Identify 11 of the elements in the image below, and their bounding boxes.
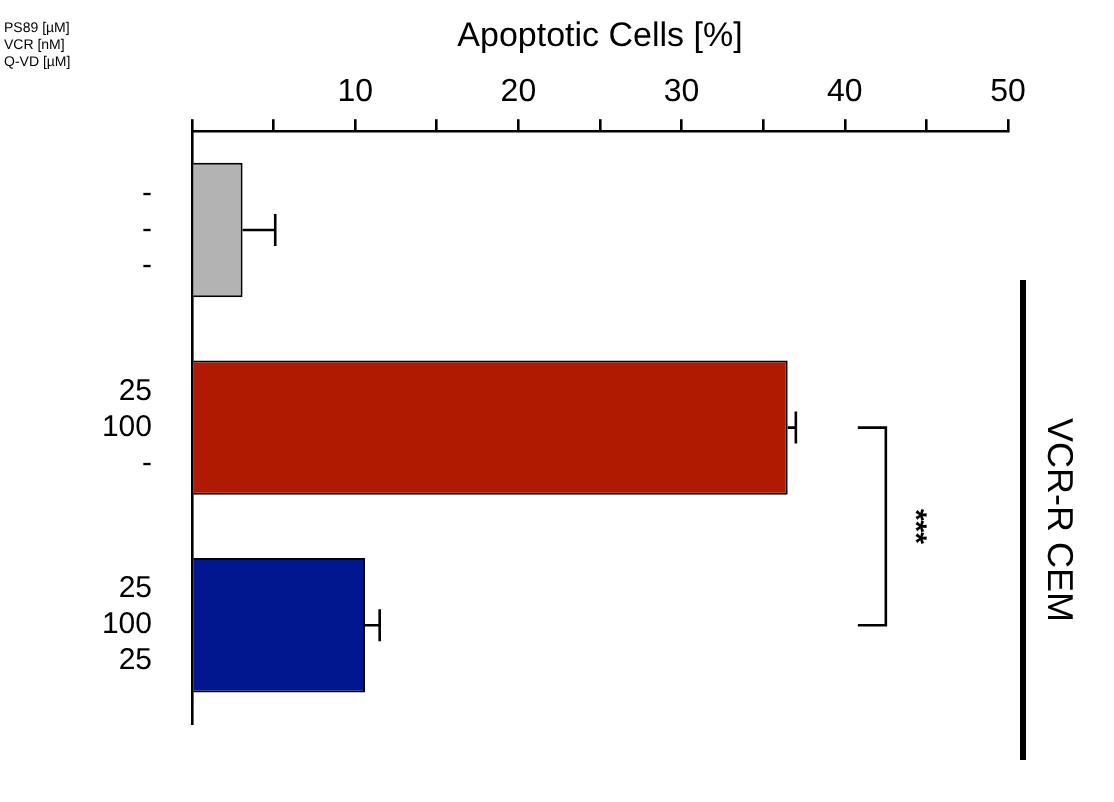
y-tick-label: 25 100 -: [101, 373, 152, 480]
x-tick-label: 40: [827, 74, 863, 109]
annotation: ***: [897, 508, 932, 545]
x-tick-label: 30: [663, 74, 700, 109]
y-tick-label: 25 100 25: [101, 571, 152, 678]
x-tick-label: 10: [337, 74, 374, 109]
text: VCR-R CEM: [1038, 416, 1082, 626]
x-tick-label: 50: [990, 74, 1026, 109]
x-axis-title: Apoptotic Cells [%]: [457, 15, 743, 54]
y-tick-label: - - -: [142, 176, 152, 283]
x-tick-label: 20: [500, 74, 537, 109]
